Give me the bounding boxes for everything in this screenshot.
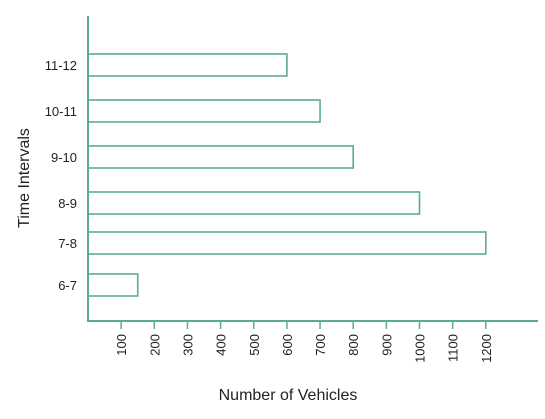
x-tick-label-1000: 1000 [413, 334, 428, 363]
x-tick-label-600: 600 [280, 334, 295, 356]
x-tick-label-100: 100 [114, 334, 129, 356]
bar-9-10 [87, 145, 355, 169]
y-tick-label-9-10: 9-10 [51, 150, 77, 165]
x-ticks: 100 200 300 400 500 600 700 800 900 1000 1100 1200 [114, 321, 494, 363]
y-tick-label-10-11: 10-11 [45, 104, 77, 119]
bar-11-12 [87, 53, 288, 77]
y-tick-labels: 6-7 7-8 8-9 9-10 10-11 11-12 [45, 58, 77, 293]
x-tick-label-1200: 1200 [479, 334, 494, 363]
x-tick-label-1100: 1100 [446, 334, 461, 362]
y-tick-label-6-7: 6-7 [58, 278, 77, 293]
y-tick-label-11-12: 11-12 [45, 58, 77, 73]
y-tick-label-8-9: 8-9 [58, 196, 77, 211]
x-axis-title: Number of Vehicles [219, 387, 358, 404]
bars-group [87, 53, 487, 297]
bar-6-7 [87, 273, 139, 297]
x-tick-label-200: 200 [147, 334, 162, 356]
bar-10-11 [87, 99, 321, 123]
x-tick-label-800: 800 [346, 334, 361, 356]
bar-8-9 [87, 191, 421, 215]
x-tick-label-500: 500 [247, 334, 262, 356]
y-tick-label-7-8: 7-8 [58, 236, 77, 251]
x-tick-label-400: 400 [214, 334, 229, 356]
x-tick-label-300: 300 [180, 334, 195, 356]
x-tick-label-900: 900 [379, 334, 394, 356]
bar-7-8 [87, 231, 487, 255]
x-tick-label-700: 700 [313, 334, 328, 356]
y-axis-title: Time Intervals [16, 128, 33, 228]
